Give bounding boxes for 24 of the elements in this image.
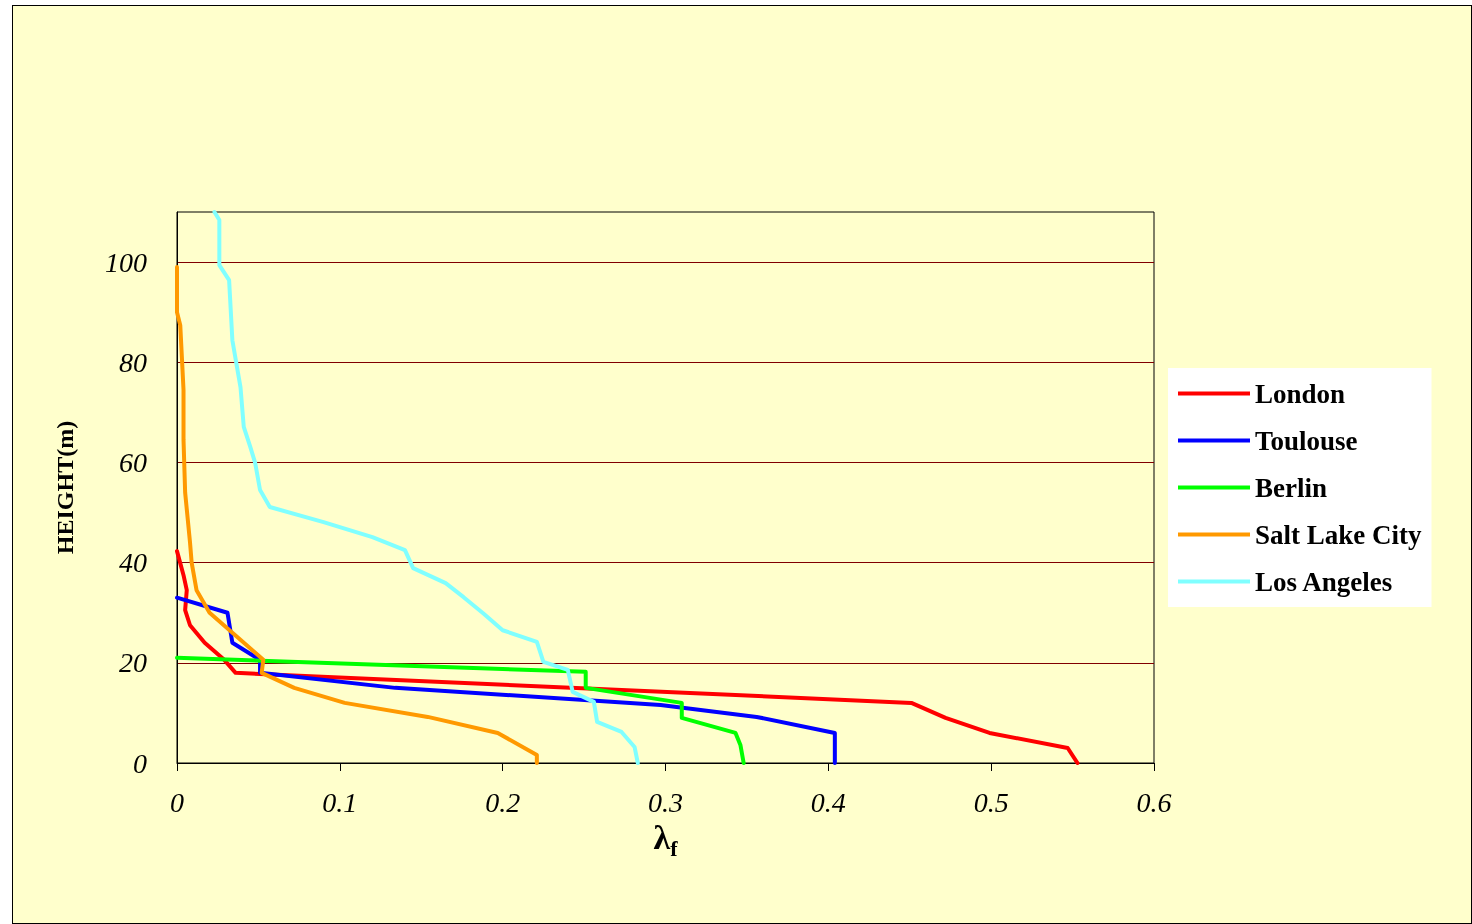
x-tick-label: 0.5: [973, 786, 1009, 818]
x-tick-label: 0.4: [810, 786, 846, 818]
line-series: [175, 265, 539, 765]
y-tick-label: 0: [133, 747, 147, 779]
x-tick-label: 0.3: [648, 786, 683, 818]
line-series: [175, 655, 746, 765]
legend-label: London: [1255, 378, 1346, 409]
x-tick-label: 0: [170, 786, 184, 818]
x-tick-label: 0.6: [1136, 786, 1172, 818]
line-series: [175, 595, 837, 765]
line-series: [212, 210, 640, 765]
legend-label: Salt Lake City: [1255, 519, 1423, 550]
y-tick-label: 100: [105, 246, 147, 278]
y-tick-label: 20: [119, 647, 147, 679]
y-tick-label: 80: [119, 346, 147, 378]
x-tick-label: 0.1: [322, 786, 358, 818]
legend-label: Los Angeles: [1255, 566, 1393, 597]
legend-label: Berlin: [1255, 472, 1327, 503]
x-tick-label: 0.2: [485, 786, 521, 818]
y-axis-title: HEIGHT(m): [52, 420, 78, 555]
y-tick-label: 40: [119, 547, 147, 579]
line-series: [175, 549, 1080, 765]
y-tick-label: 60: [119, 446, 147, 478]
legend-label: Toulouse: [1255, 425, 1358, 456]
